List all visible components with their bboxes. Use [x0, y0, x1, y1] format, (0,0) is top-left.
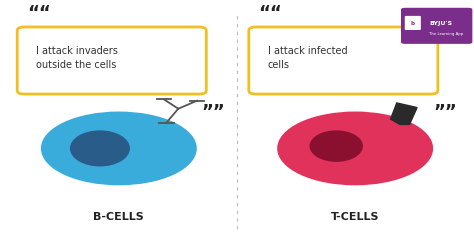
Text: ””: ””	[201, 103, 225, 121]
FancyBboxPatch shape	[405, 16, 421, 30]
Ellipse shape	[278, 113, 432, 184]
Text: The Learning App: The Learning App	[429, 32, 463, 36]
Text: ““: ““	[258, 4, 282, 22]
Text: BYJU'S: BYJU'S	[429, 21, 452, 26]
Ellipse shape	[71, 131, 129, 166]
Polygon shape	[391, 103, 417, 124]
Text: T-CELLS: T-CELLS	[331, 212, 379, 223]
Text: B-CELLS: B-CELLS	[93, 212, 144, 223]
Text: I attack infected
cells: I attack infected cells	[268, 46, 347, 69]
FancyBboxPatch shape	[401, 8, 473, 44]
Text: I attack invaders
outside the cells: I attack invaders outside the cells	[36, 46, 118, 69]
Text: b: b	[411, 21, 415, 26]
Text: ““: ““	[27, 4, 50, 22]
Ellipse shape	[42, 113, 196, 184]
Text: ””: ””	[433, 103, 457, 121]
Ellipse shape	[310, 131, 362, 161]
